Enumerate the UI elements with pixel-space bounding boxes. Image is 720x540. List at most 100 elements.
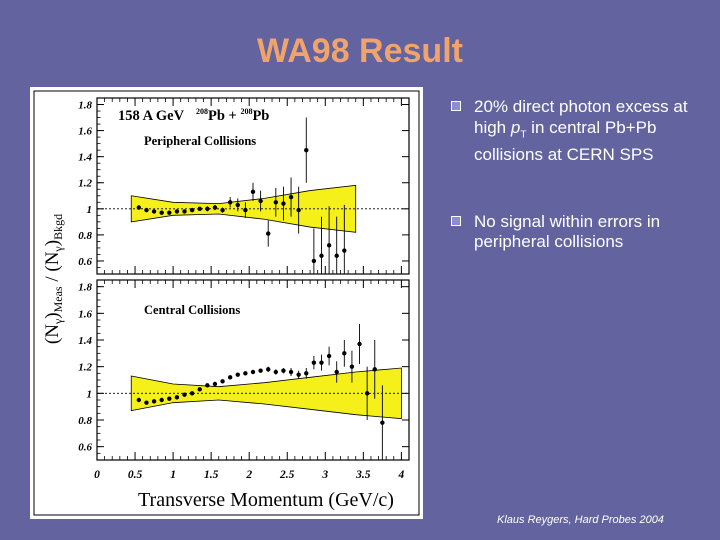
data-point [319,253,324,258]
system-part-2: Pb [252,108,269,124]
data-point [144,400,149,405]
data-point [243,207,248,213]
bullet-item: 20% direct photon excess at high pT in c… [450,97,712,166]
data-point [296,372,301,377]
bullet-list: 20% direct photon excess at high pT in c… [450,97,712,299]
data-point [227,200,233,205]
x-tick-label: 1 [170,469,176,481]
data-point [243,371,248,376]
data-point [136,397,142,403]
y-tick-label: 1.4 [78,152,92,164]
data-point [250,189,256,195]
data-point [235,372,240,377]
y-tick-label: 0.6 [78,256,92,268]
top-energy-annotation: 158 A GeV [118,108,185,124]
data-point [273,369,279,375]
x-tick-label: 0 [94,469,100,481]
data-point [220,207,225,213]
system-part-1: Pb + [208,108,240,124]
figure-panel: 0.6 0.8 1 1.2 1.4 1.6 1.8 0.6 0.8 1 1.2 1.4 1.6 1.8 0 0… [30,87,423,519]
bullet-square-icon [450,99,461,111]
slide-title: WA98 Result [257,32,463,70]
data-point [334,369,339,375]
top-panel-label: Peripheral Collisions [144,134,256,148]
y-tick-label: 1.8 [78,282,92,294]
data-point [258,198,263,204]
data-point [212,381,218,387]
data-point [342,351,347,356]
data-point [174,209,180,214]
data-point [182,209,187,214]
data-point [159,397,164,403]
y-tick-label: 1.8 [78,100,92,112]
data-point [266,231,271,236]
y-tick-label: 0.6 [78,442,92,454]
data-point [212,205,218,210]
data-point [136,205,142,210]
y-tick-label: 1 [87,204,93,216]
top-plot-frame [96,97,410,275]
photon-excess-chart: 0.6 0.8 1 1.2 1.4 1.6 1.8 0.6 0.8 1 1.2 1.4 1.6 1.8 0 0… [30,87,423,519]
y-tick-label: 0.8 [78,415,92,427]
data-point [311,360,317,365]
data-point [380,420,385,425]
bullet-item: No signal within errors in peripheral co… [450,212,712,253]
data-point [174,395,180,400]
y-tick-label: 1.4 [78,335,92,347]
data-point [372,367,377,372]
y-tick-label: 1.2 [78,178,92,190]
x-tick-label: 3 [321,469,328,481]
data-point [227,375,233,380]
data-point [364,391,370,396]
data-point [311,258,317,264]
data-point [357,341,362,347]
x-tick-label: 2 [245,469,252,481]
system-mass-number-2: 208 [240,107,252,116]
data-point [319,360,324,365]
data-point [250,369,256,375]
top-system-annotation: 208Pb + 208Pb [196,107,269,124]
systematic-band [130,184,357,233]
bullet-square-icon [450,214,461,226]
data-point [167,396,172,401]
data-point [167,210,172,215]
data-point [349,364,355,369]
data-point [151,399,157,404]
y-tick-label: 1.6 [78,308,92,320]
data-point [182,392,187,397]
data-point [197,387,202,392]
bottom-panel-label: Central Collisions [144,303,240,317]
data-point [197,206,202,212]
y-tick-label: 1.6 [78,126,92,138]
data-point [159,210,164,215]
credit-text: Klaus Reygers, Hard Probes 2004 [497,514,664,526]
x-tick-label: 4 [398,469,405,481]
bullet-text: No signal within errors in peripheral co… [474,211,661,252]
data-point [296,207,301,213]
data-point [258,368,263,373]
data-point [304,147,309,153]
y-tick-label: 1.2 [78,362,92,374]
data-point [326,243,332,248]
data-point [205,206,210,212]
x-tick-label: 3.5 [355,469,371,481]
x-tick-label: 2.5 [279,469,295,481]
data-point [288,194,294,200]
x-tick-label: 1.5 [204,469,219,481]
data-point [151,209,157,214]
bottom-plot-frame [96,279,410,461]
data-point [189,391,195,396]
x-tick-label: 0.5 [128,469,143,481]
data-point [144,207,149,213]
data-point [288,369,294,375]
system-mass-number-1: 208 [196,107,208,116]
data-point [189,207,195,213]
data-point [273,200,279,205]
data-point [235,202,240,208]
y-tick-label: 0.8 [78,230,92,242]
data-point [304,371,309,376]
data-point [220,379,225,384]
y-axis-title: (Nγ)Meas / (Nγ)Bkgd [42,214,65,344]
data-point [342,248,347,253]
bullet-text: 20% direct photon excess at high pT in c… [474,97,688,165]
